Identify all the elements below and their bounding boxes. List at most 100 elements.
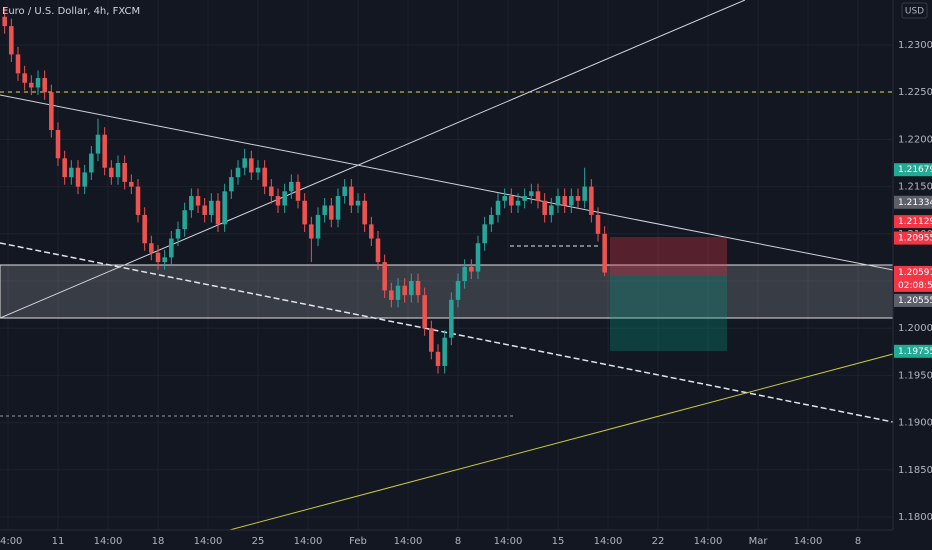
candle-body	[235, 167, 241, 178]
candle-body	[489, 214, 494, 225]
candle-body	[82, 172, 87, 187]
candle-body	[555, 196, 561, 206]
candle-body	[2, 16, 7, 27]
price-tag-label: 1.20955	[898, 234, 932, 244]
candle-body	[242, 158, 247, 168]
candle-body	[502, 196, 507, 201]
candle-body	[369, 224, 374, 239]
candle-body	[182, 210, 187, 230]
candles	[2, 7, 607, 374]
candle-body	[102, 134, 107, 168]
candle-body	[155, 252, 161, 263]
candle-body	[529, 191, 534, 197]
y-tick-label: 1.21500	[898, 182, 932, 193]
candle-body	[455, 280, 461, 300]
price-tag	[894, 163, 932, 177]
candle-body	[195, 196, 201, 206]
candle-body	[202, 205, 207, 215]
candle-body	[215, 200, 221, 225]
candle-body	[482, 224, 487, 244]
candle-body	[582, 186, 587, 201]
y-tick-label: 1.19000	[898, 418, 932, 429]
candle-body	[515, 200, 521, 206]
x-tick-label: 14:00	[594, 536, 623, 547]
candle-body	[389, 290, 394, 300]
time-axis	[0, 530, 932, 550]
price-tag-label: 1.21679	[898, 165, 932, 175]
x-tick-label: 15	[552, 536, 565, 547]
candle-body	[595, 214, 601, 234]
price-tag-label: 1.21129	[898, 217, 932, 227]
x-tick-label: 22	[652, 536, 665, 547]
candle-body	[442, 337, 447, 366]
y-tick-label: 1.20000	[898, 323, 932, 334]
candle-body	[549, 205, 554, 215]
candle-body	[302, 200, 307, 225]
x-tick-label: 14:00	[694, 536, 723, 547]
candle-body	[375, 238, 381, 263]
candle-body	[209, 200, 214, 215]
countdown: 02:08:57	[898, 281, 932, 291]
candle-body	[535, 191, 541, 201]
candle-body	[315, 214, 321, 239]
candle-body	[95, 134, 101, 154]
candle-body	[275, 196, 281, 206]
y-tick-label: 1.19500	[898, 370, 932, 381]
candle-body	[602, 233, 607, 273]
candle-body	[342, 186, 347, 197]
candle-body	[162, 257, 167, 263]
candle-body	[129, 181, 134, 187]
currency-button[interactable]	[901, 2, 928, 19]
y-tick-label: 1.23000	[898, 40, 932, 51]
price-tag	[894, 344, 932, 358]
candle-body	[395, 285, 401, 300]
candle-body	[55, 129, 61, 159]
zone	[0, 264, 894, 319]
x-tick-label: 8	[455, 536, 461, 547]
target-zone	[610, 276, 727, 351]
candle-body	[495, 200, 501, 215]
candle-body	[295, 181, 301, 201]
x-tick-label: 11	[52, 536, 65, 547]
trend-line	[0, 242, 894, 423]
candle-body	[22, 73, 27, 83]
currency-label[interactable]: USD	[905, 7, 924, 17]
price-tag	[894, 265, 932, 292]
x-tick-label: 14:00	[194, 536, 223, 547]
candle-body	[262, 167, 267, 187]
x-tick-label: 14:00	[794, 536, 823, 547]
candle-body	[289, 181, 294, 192]
candle-body	[282, 191, 287, 206]
price-tag	[894, 293, 932, 307]
candle-body	[542, 200, 547, 215]
candle-body	[142, 214, 147, 244]
price-tag-label: 1.20591	[898, 268, 932, 278]
chart-title: Euro / U.S. Dollar, 4h, FXCM	[2, 6, 140, 17]
candle-body	[469, 266, 474, 272]
price-tag-label: 1.21334	[898, 198, 932, 208]
stop-zone	[610, 237, 727, 276]
candle-body	[355, 200, 361, 206]
x-tick-label: 14:00	[394, 536, 423, 547]
price-tag	[894, 215, 932, 229]
candle-body	[362, 200, 367, 225]
trend-line	[0, 0, 746, 319]
candle-body	[49, 92, 54, 130]
x-tick-label: Mar	[749, 536, 769, 547]
candle-body	[402, 285, 407, 296]
candle-body	[462, 266, 467, 281]
candle-body	[35, 78, 41, 88]
candle-body	[349, 186, 354, 206]
candle-body	[42, 78, 47, 93]
price-tag-label: 1.19755	[898, 347, 932, 357]
candle-body	[149, 243, 154, 253]
y-tick-label: 1.22500	[898, 87, 932, 98]
candle-body	[322, 205, 327, 215]
candle-body	[575, 196, 581, 201]
candle-body	[509, 196, 514, 206]
candle-body	[269, 186, 274, 197]
trend-line	[221, 353, 894, 533]
candle-body	[415, 280, 421, 296]
x-tick-label: 25	[252, 536, 265, 547]
